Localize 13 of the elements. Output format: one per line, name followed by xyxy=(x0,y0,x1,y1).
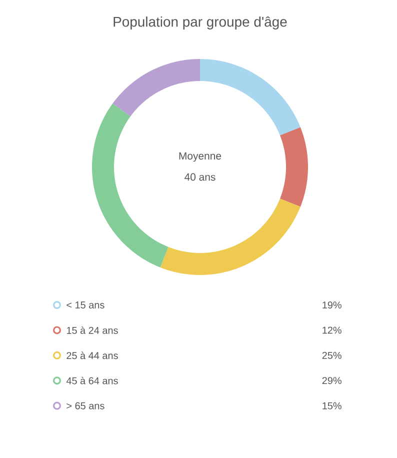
data-label: 29% xyxy=(322,377,342,384)
text: 40 ans xyxy=(184,173,216,181)
legend-label: 25 à 44 ans xyxy=(66,352,118,360)
legend-label: < 15 ans xyxy=(66,302,104,308)
legend-label: > 65 ans xyxy=(66,402,104,410)
data-label: 19% xyxy=(322,301,342,309)
text: Moyenne xyxy=(179,152,222,162)
data-label: 25% xyxy=(322,352,342,359)
data-label: 12% xyxy=(322,326,342,334)
legend-label: 45 à 64 ans xyxy=(66,376,118,384)
data-label: 15% xyxy=(322,402,342,410)
chart-title: Population par groupe d'âge xyxy=(114,16,287,30)
legend-label: 15 à 24 ans xyxy=(66,326,118,334)
